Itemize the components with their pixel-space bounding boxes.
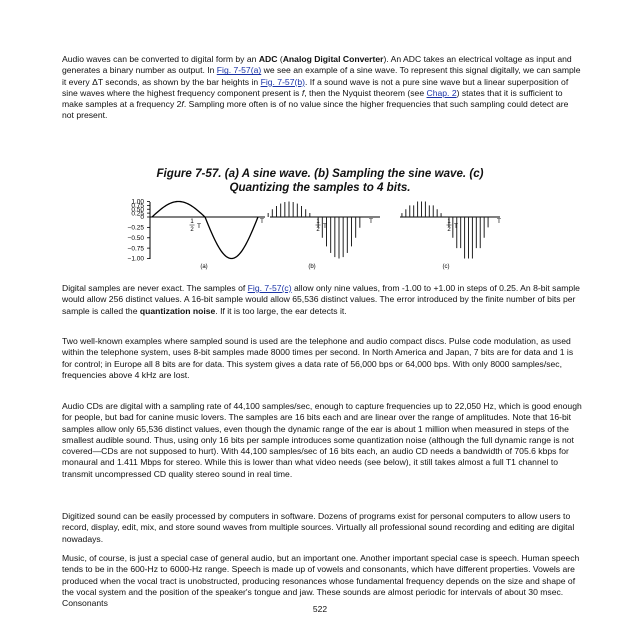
page-number: 522 xyxy=(312,604,328,614)
link-chap-2[interactable]: Chap. 2 xyxy=(426,87,457,98)
panel-b-label: (b) xyxy=(308,264,315,270)
quantized-bars: 12 TT xyxy=(401,201,501,259)
period-t-label: T xyxy=(497,218,501,225)
caption-line-1: Figure 7-57. (a) A sine wave. (b) Sampli… xyxy=(156,167,484,180)
paragraph-audio-cds: Audio CDs are digital with a sampling ra… xyxy=(62,401,582,479)
half-denominator: 2 xyxy=(447,227,451,233)
panel-a: 1 2 T T (a) xyxy=(150,200,265,270)
text-run: Digital samples are never exact. The sam… xyxy=(62,283,248,293)
link-fig-7-57a[interactable]: Fig. 7-57(a) xyxy=(216,65,262,76)
figure-caption: Figure 7-57. (a) A sine wave. (b) Sampli… xyxy=(40,167,600,194)
y-tick-label: −1.00 xyxy=(128,256,145,263)
panel-b: 12 TT (b) xyxy=(267,201,380,270)
y-tick-label: 0.50 xyxy=(131,206,144,213)
text-run: ). An ADC takes an electrical voltage as… xyxy=(62,54,572,76)
half-denominator: 2 xyxy=(190,227,194,233)
y-tick-label: −0.50 xyxy=(128,235,145,242)
panel-a-label: (a) xyxy=(200,264,207,270)
y-tick-label: −0.75 xyxy=(128,245,145,252)
text-run: . If it is too large, the ear detects it… xyxy=(215,305,347,316)
panel-c: 12 TT (c) xyxy=(400,201,501,270)
period-t-label: T xyxy=(260,218,264,225)
text-run: , then the Nyquist theorem (see xyxy=(304,87,427,98)
link-fig-7-57b[interactable]: Fig. 7-57(b) xyxy=(260,76,305,87)
y-tick-label: 0.75 xyxy=(131,203,144,210)
bold-term: Analog Digital Converter xyxy=(282,54,384,64)
italic-var: f xyxy=(301,87,305,98)
text-run: Audio waves can be converted to digital … xyxy=(62,54,259,64)
half-numerator: 1 xyxy=(190,219,194,225)
t-label: T xyxy=(197,223,201,230)
half-numerator: 1 xyxy=(316,219,320,225)
figure-7-57: 1.000.750.500.250 −0.25 −0.50 −0.75 −1.00 1 … xyxy=(128,199,501,270)
y-tick-label: 0 xyxy=(140,214,144,221)
t-label: T xyxy=(454,223,458,230)
half-denominator: 2 xyxy=(316,227,320,233)
text-run: . If a sound wave is not a pure sine wav… xyxy=(62,76,569,98)
paragraph-telephone: Two well-known examples where sampled so… xyxy=(62,336,574,380)
sine-wave-curve xyxy=(151,200,259,260)
bold-term: quantization noise xyxy=(139,305,216,316)
y-tick-labels: 1.000.750.500.250 −0.25 −0.50 −0.75 −1.00 xyxy=(128,199,145,263)
text-run: . Sampling more often is of no value sin… xyxy=(62,99,569,121)
y-tick-label: 0.25 xyxy=(131,210,144,217)
paragraph-digitized-sound: Digitized sound can be easily processed … xyxy=(62,511,575,544)
text-run: ( xyxy=(277,54,283,64)
bold-term: ADC xyxy=(258,54,278,64)
period-t-label: T xyxy=(369,218,373,225)
t-label: T xyxy=(323,223,327,230)
paragraph-music-speech: Music, of course, is just a special case… xyxy=(62,553,580,609)
half-t-label: 1 2 T xyxy=(189,219,201,233)
sample-bars: 12 TT xyxy=(267,201,373,259)
half-numerator: 1 xyxy=(447,219,451,225)
paragraph-quantization: Digital samples are never exact. The sam… xyxy=(62,283,582,317)
y-tick-label: −0.25 xyxy=(128,225,145,232)
italic-var: f xyxy=(181,99,184,110)
paragraph-adc: Audio waves can be converted to digital … xyxy=(62,54,582,122)
text-run: we see an example of a sine wave. To rep… xyxy=(62,65,581,87)
text-run: ) states that it is sufficient to make s… xyxy=(62,87,563,110)
y-tick-label: 1.00 xyxy=(131,199,144,206)
panel-c-label: (c) xyxy=(443,264,450,270)
caption-line-2: Quantizing the samples to 4 bits. xyxy=(229,180,411,194)
text-run: allow only nine values, from -1.00 to +1… xyxy=(62,283,580,316)
y-axis xyxy=(147,201,151,259)
link-fig-7-57c[interactable]: Fig. 7-57(c) xyxy=(247,283,292,293)
